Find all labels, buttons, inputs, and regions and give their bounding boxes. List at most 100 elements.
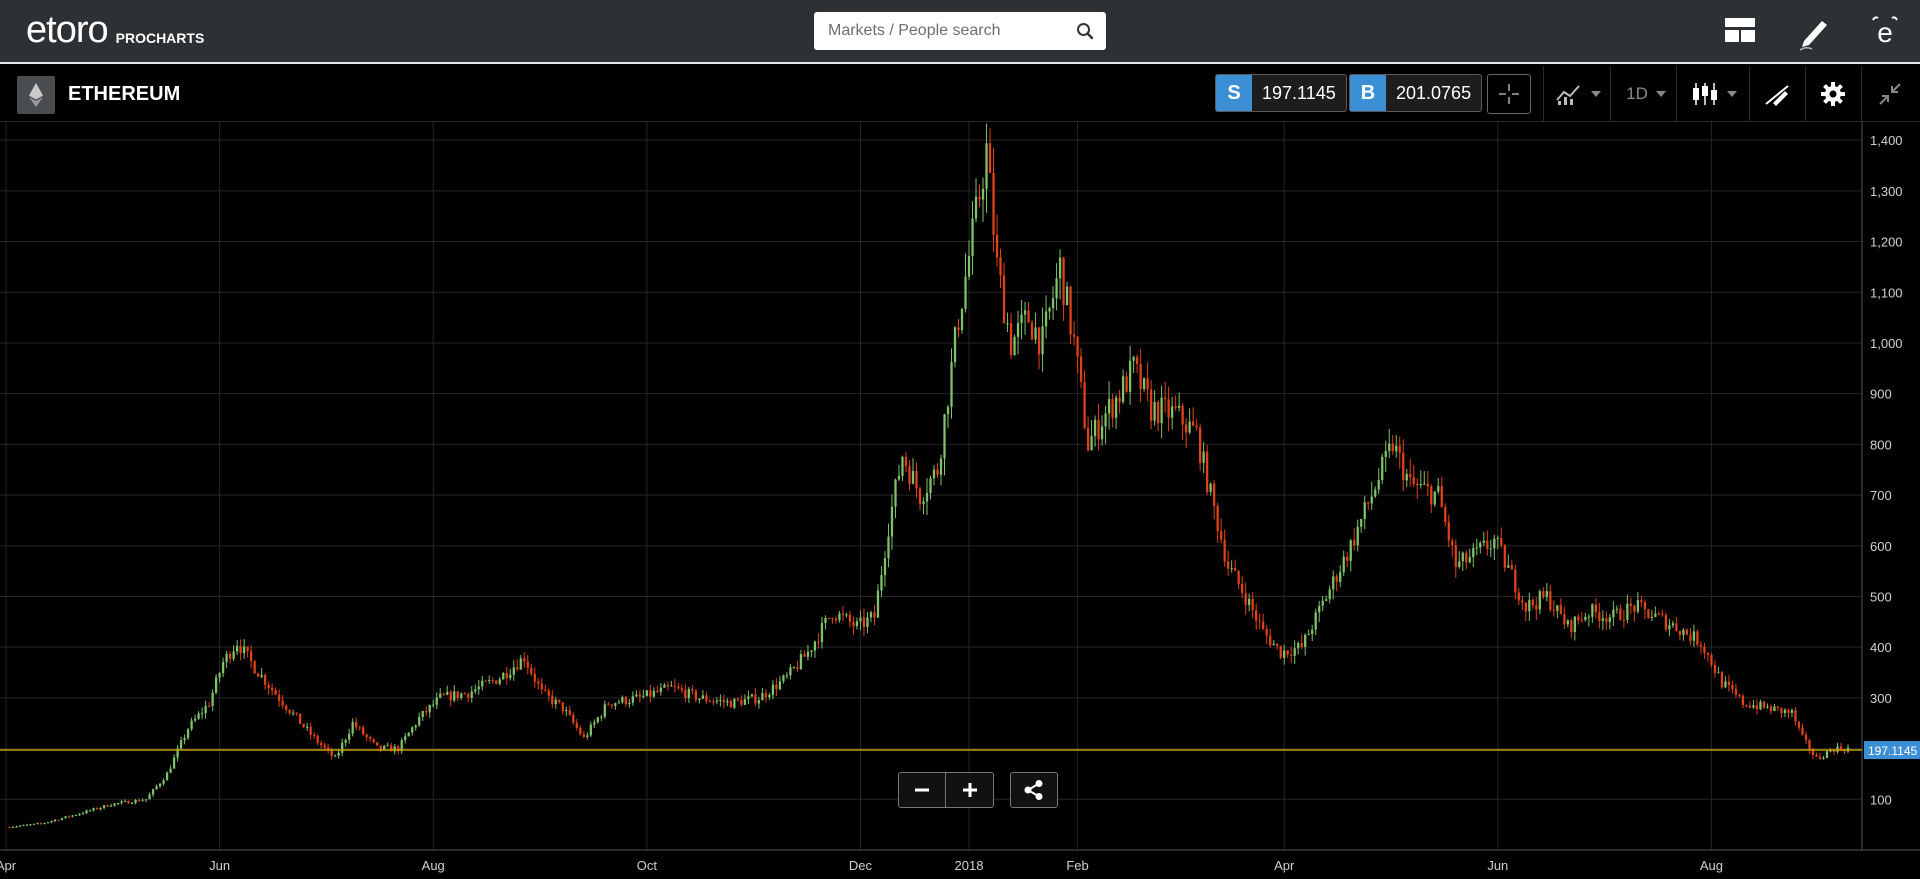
- candle-body: [1741, 695, 1745, 706]
- candle-body: [1664, 615, 1668, 630]
- candle-body: [1528, 599, 1531, 612]
- candle-body: [743, 699, 747, 705]
- candle-body: [271, 687, 274, 691]
- candle-body: [1419, 484, 1422, 486]
- candle-body: [946, 406, 950, 415]
- candle-body: [768, 694, 771, 698]
- candle-body: [1321, 600, 1324, 606]
- candle-body: [1510, 565, 1513, 570]
- buy-button[interactable]: B 201.0765: [1349, 74, 1483, 112]
- etoro-profile-icon[interactable]: e: [1865, 12, 1905, 52]
- candle-body: [1433, 491, 1436, 505]
- candle-body: [137, 799, 141, 802]
- candle-body: [680, 688, 684, 691]
- candle-body: [239, 645, 242, 654]
- search-box[interactable]: [814, 12, 1106, 50]
- candle-body: [887, 536, 890, 559]
- candle-body: [362, 727, 365, 735]
- candle-body: [218, 673, 221, 678]
- candle-body: [1135, 357, 1139, 365]
- price-chart[interactable]: 100 300 400 500 600 700 800 900 1,000 1,100 1,200 1…: [0, 122, 1920, 879]
- candle-body: [1013, 336, 1016, 356]
- candle-body: [957, 327, 960, 331]
- candle-body: [1426, 483, 1429, 487]
- candle-body: [1325, 599, 1328, 601]
- period-selector[interactable]: 1D: [1620, 74, 1672, 114]
- y-tick-label: 600: [1870, 539, 1892, 554]
- x-tick-label: Feb: [1066, 858, 1088, 873]
- candle-body: [435, 697, 438, 705]
- candle-body: [540, 683, 543, 690]
- candle-body: [432, 704, 435, 706]
- candle-body: [351, 722, 354, 734]
- current-price-label: 197.1145: [1868, 744, 1917, 758]
- candle-body: [400, 740, 403, 752]
- candle-body: [684, 690, 687, 699]
- candle-body: [463, 693, 466, 695]
- candle-body: [453, 691, 456, 701]
- search-input[interactable]: [814, 21, 1070, 41]
- candle-body: [1598, 612, 1601, 621]
- candle-body: [960, 308, 964, 331]
- candle-body: [1356, 526, 1359, 546]
- zoom-in-button[interactable]: [946, 772, 994, 808]
- crosshair-button[interactable]: [1487, 74, 1531, 114]
- candle-body: [130, 803, 134, 805]
- candle-body: [151, 789, 155, 795]
- candle-body: [316, 736, 319, 743]
- chart-type-button[interactable]: [1686, 74, 1742, 114]
- candle-body: [785, 675, 789, 677]
- candle-body: [827, 617, 831, 619]
- ethereum-icon: [17, 76, 55, 114]
- candle-body: [852, 621, 855, 627]
- candle-body: [939, 458, 943, 475]
- candle-body: [1423, 483, 1426, 485]
- candle-body: [253, 661, 256, 674]
- candle-body: [1167, 399, 1170, 418]
- candle-body: [246, 646, 249, 652]
- candle-body: [1776, 706, 1780, 708]
- x-tick-label: Jun: [1487, 858, 1508, 873]
- candle-body: [369, 737, 372, 739]
- candle-body: [824, 617, 827, 624]
- candle-body: [1402, 452, 1405, 481]
- share-button[interactable]: [1010, 772, 1058, 808]
- candle-body: [1160, 397, 1163, 424]
- drawing-tools-button[interactable]: [1757, 74, 1797, 114]
- layout-icon[interactable]: [1720, 12, 1760, 52]
- candle-body: [1633, 605, 1636, 612]
- pencil-icon[interactable]: [1794, 12, 1834, 52]
- settings-button[interactable]: [1813, 74, 1853, 114]
- candle-body: [411, 727, 414, 733]
- candle-body: [1114, 397, 1118, 418]
- candle-body: [1454, 545, 1457, 567]
- candle-body: [558, 699, 561, 703]
- zoom-out-button[interactable]: [898, 772, 946, 808]
- candle-body: [747, 696, 750, 700]
- candle-body: [144, 799, 148, 801]
- candle-body: [1279, 645, 1282, 658]
- y-tick-label: 1,300: [1870, 184, 1903, 199]
- candle-body: [519, 658, 522, 670]
- candle-body: [242, 646, 246, 654]
- candle-body: [474, 689, 477, 692]
- candle-body: [1093, 419, 1097, 437]
- candle-body: [1072, 334, 1076, 337]
- candle-body: [376, 742, 379, 746]
- candle-body: [1199, 427, 1202, 463]
- search-icon[interactable]: [1076, 22, 1094, 40]
- candle-body: [673, 685, 676, 687]
- candle-body: [652, 690, 655, 697]
- candle-body: [120, 801, 123, 804]
- indicators-button[interactable]: [1552, 74, 1604, 114]
- collapse-button[interactable]: [1870, 74, 1910, 114]
- candle-body: [64, 816, 67, 819]
- etoro-logo[interactable]: etoro PROCHARTS: [26, 10, 204, 50]
- candlestick-series: [8, 123, 1850, 829]
- candle-body: [799, 654, 803, 670]
- sell-button[interactable]: S 197.1145: [1215, 74, 1347, 112]
- candle-body: [1647, 609, 1650, 618]
- candle-body: [915, 471, 918, 489]
- candle-body: [803, 654, 806, 657]
- candle-body: [165, 772, 169, 781]
